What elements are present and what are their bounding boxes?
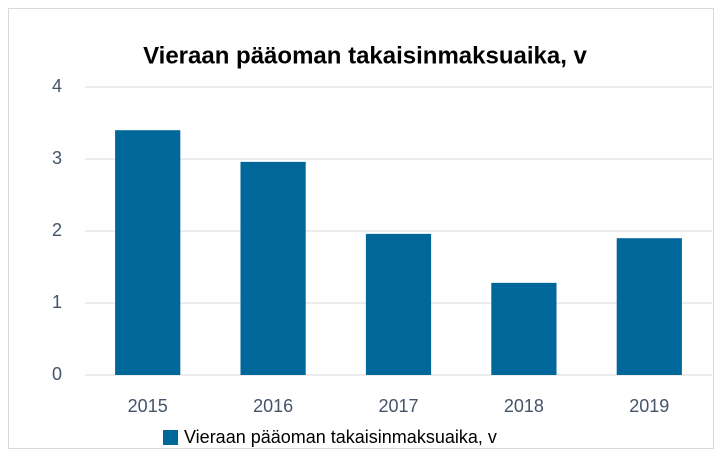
y-tick-label: 0 <box>52 364 62 384</box>
chart-border <box>8 8 714 449</box>
bar <box>115 130 181 375</box>
x-tick-label: 2019 <box>629 396 669 416</box>
x-tick-label: 2016 <box>253 396 293 416</box>
bar <box>616 238 682 375</box>
chart-title: Vieraan pääoman takaisinmaksuaika, v <box>143 42 587 69</box>
legend-label: Vieraan pääoman takaisinmaksuaika, v <box>184 427 497 447</box>
y-tick-label: 3 <box>52 148 62 168</box>
x-tick-label: 2017 <box>378 396 418 416</box>
x-tick-label: 2015 <box>128 396 168 416</box>
y-tick-label: 4 <box>52 76 62 96</box>
legend-swatch <box>163 430 178 445</box>
bar <box>365 233 432 375</box>
x-tick-label: 2018 <box>504 396 544 416</box>
bar <box>491 282 557 375</box>
y-tick-label: 2 <box>52 220 62 240</box>
bar <box>240 161 306 375</box>
y-tick-label: 1 <box>52 292 62 312</box>
